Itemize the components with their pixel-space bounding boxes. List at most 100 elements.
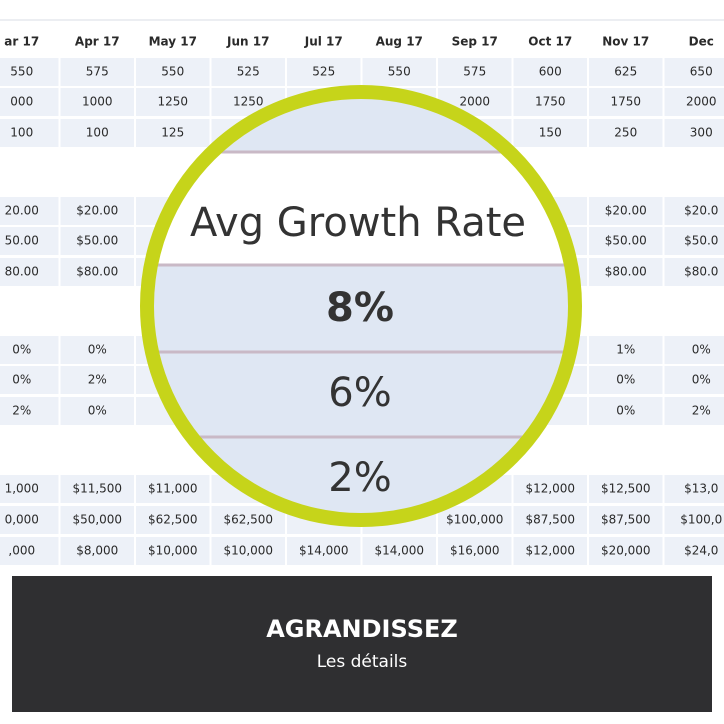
- cell: $12,000: [525, 544, 575, 558]
- cell-bg: [0, 366, 59, 394]
- cell: $8,000: [76, 544, 118, 558]
- cell-bg: [0, 119, 59, 147]
- cell-bg: [211, 58, 285, 86]
- cell: 625: [614, 65, 637, 79]
- cell: $80.0: [684, 265, 718, 279]
- cell-bg: [589, 197, 663, 225]
- cell: 550: [388, 65, 411, 79]
- cell: 575: [463, 65, 486, 79]
- cell: $20.0: [684, 204, 718, 218]
- cell: $14,000: [374, 544, 424, 558]
- cell: $12,000: [525, 482, 575, 496]
- column-header: Sep 17: [452, 35, 498, 49]
- cell-bg: [589, 258, 663, 286]
- cell-bg: [0, 88, 59, 116]
- cell: 100: [10, 126, 33, 140]
- cell-bg: [362, 58, 436, 86]
- banner: [12, 576, 712, 712]
- cell: 300: [690, 126, 713, 140]
- cell-bg: [60, 475, 134, 503]
- cell: 0%: [692, 343, 711, 357]
- cell: $11,000: [148, 482, 198, 496]
- cell-bg: [664, 366, 724, 394]
- cell-bg: [438, 506, 512, 534]
- cell-bg: [589, 336, 663, 364]
- cell: 0%: [12, 343, 31, 357]
- cell-bg: [664, 197, 724, 225]
- column-header: Oct 17: [528, 35, 572, 49]
- cell: $14,000: [299, 544, 349, 558]
- column-header: Aug 17: [376, 35, 423, 49]
- cell-bg: [589, 537, 663, 565]
- cell-bg: [211, 506, 285, 534]
- cell: 550: [10, 65, 33, 79]
- cell: 2%: [88, 373, 107, 387]
- cell-bg: [0, 227, 59, 255]
- cell-bg: [60, 506, 134, 534]
- cell: 1750: [610, 95, 641, 109]
- cell-bg: [60, 197, 134, 225]
- cell: 0%: [12, 373, 31, 387]
- cell-bg: [664, 258, 724, 286]
- column-header: May 17: [149, 35, 197, 49]
- lens-header-band: [147, 152, 575, 265]
- lens-title: Avg Growth Rate: [190, 200, 526, 246]
- cell: 250: [614, 126, 637, 140]
- cell-bg: [589, 227, 663, 255]
- cell: 575: [86, 65, 109, 79]
- cell: $87,500: [525, 513, 575, 527]
- cell-bg: [60, 119, 134, 147]
- cell: 0%: [692, 373, 711, 387]
- cell-bg: [664, 119, 724, 147]
- cell: 1,000: [5, 482, 39, 496]
- cell-bg: [136, 475, 210, 503]
- cell-bg: [60, 88, 134, 116]
- cell-bg: [664, 537, 724, 565]
- cell-bg: [664, 88, 724, 116]
- cell: 650: [690, 65, 713, 79]
- cell-bg: [136, 537, 210, 565]
- cell-bg: [438, 537, 512, 565]
- cell: $10,000: [148, 544, 198, 558]
- column-header: Jun 17: [226, 35, 269, 49]
- cell: $10,000: [223, 544, 273, 558]
- cell: $20,000: [601, 544, 651, 558]
- cell: $20.00: [605, 204, 647, 218]
- cell-bg: [589, 88, 663, 116]
- cell: $80.00: [605, 265, 647, 279]
- cell-bg: [60, 258, 134, 286]
- cell: $24,0: [684, 544, 718, 558]
- cell: $87,500: [601, 513, 651, 527]
- cell: $80.00: [76, 265, 118, 279]
- cell: $62,500: [223, 513, 273, 527]
- cell-bg: [60, 336, 134, 364]
- cell: 80.00: [5, 265, 39, 279]
- column-header: Apr 17: [75, 35, 120, 49]
- cell: $11,500: [72, 482, 122, 496]
- cell-bg: [136, 58, 210, 86]
- cell: 550: [161, 65, 184, 79]
- lens-ring: [140, 85, 582, 527]
- cell-bg: [664, 58, 724, 86]
- cell: $62,500: [148, 513, 198, 527]
- cell-bg: [136, 119, 210, 147]
- cell-bg: [60, 227, 134, 255]
- cell-bg: [136, 88, 210, 116]
- cell-bg: [60, 58, 134, 86]
- cell-bg: [589, 119, 663, 147]
- column-header: ar 17: [4, 35, 39, 49]
- cell-bg: [0, 397, 59, 425]
- cell-bg: [136, 506, 210, 534]
- cell: 1000: [82, 95, 113, 109]
- cell-bg: [589, 397, 663, 425]
- cell-bg: [0, 336, 59, 364]
- cell: 0%: [88, 343, 107, 357]
- cell: 1250: [233, 95, 264, 109]
- cell-bg: [0, 506, 59, 534]
- cell-bg: [513, 58, 587, 86]
- lens-value: 8%: [326, 285, 394, 331]
- cell: $12,500: [601, 482, 651, 496]
- cell-bg: [211, 537, 285, 565]
- cell-bg: [589, 58, 663, 86]
- cell-bg: [60, 537, 134, 565]
